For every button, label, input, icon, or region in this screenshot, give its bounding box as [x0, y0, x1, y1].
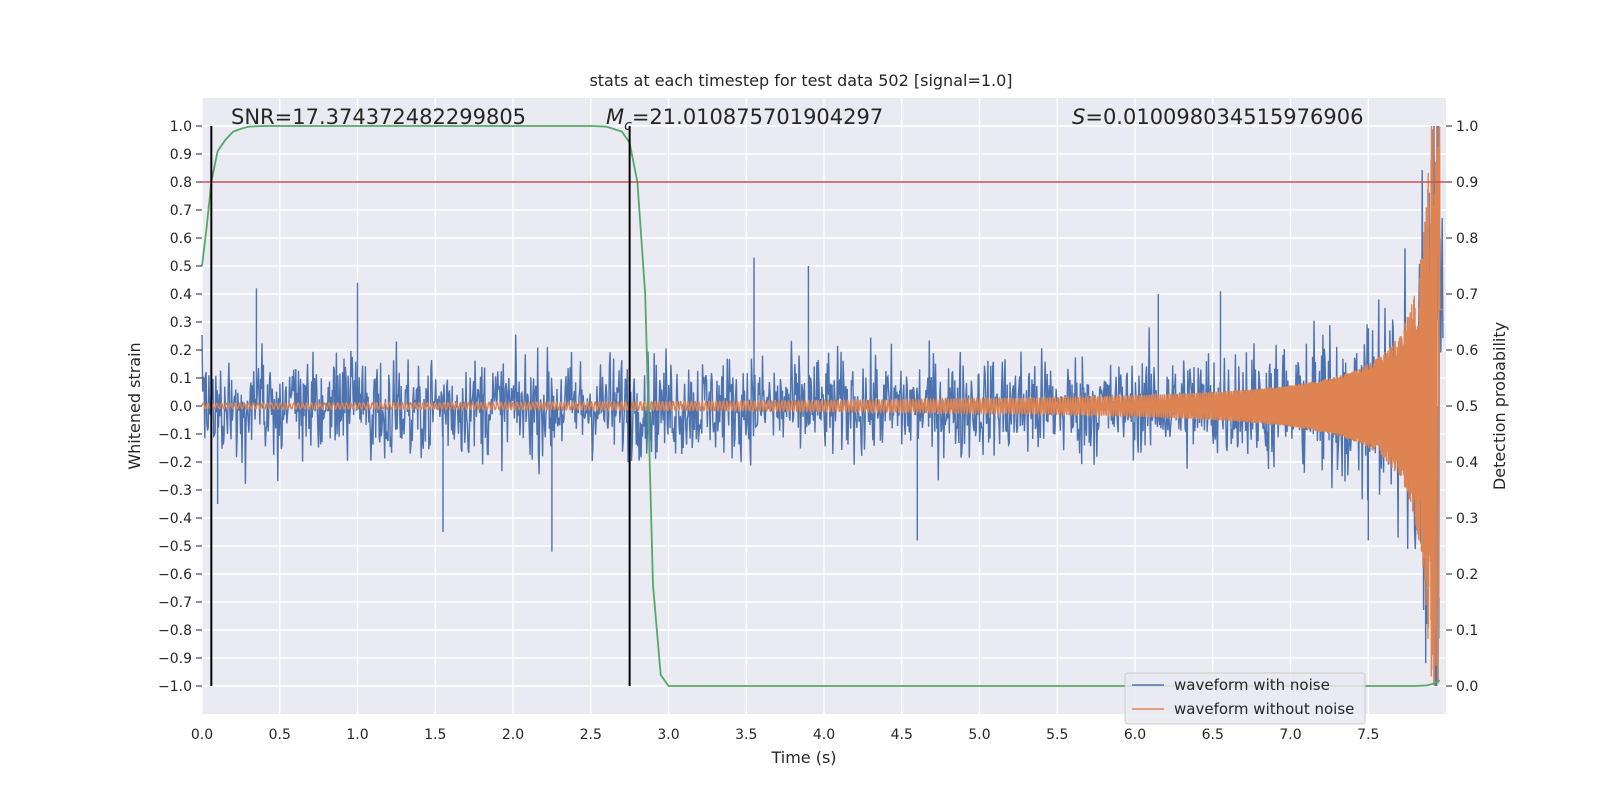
legend-label-clean: waveform without noise: [1174, 700, 1354, 718]
y2-tick-label: 0.1: [1456, 623, 1478, 639]
x-axis-label: Time (s): [770, 748, 836, 767]
y-tick-label: −0.6: [158, 567, 192, 583]
legend-box: [1124, 672, 1366, 725]
clean-line: [201, 125, 1443, 687]
y-tick-label: 0.2: [170, 343, 192, 359]
chirp-mass-value: =21.010875701904297: [632, 105, 883, 129]
y-tick-label: −0.7: [158, 595, 192, 611]
y-tick-label: 0.4: [170, 287, 192, 303]
y-tick-label: 0.0: [170, 399, 192, 415]
y-tick-label: −0.8: [158, 623, 192, 639]
y2-axis-label: Detection probability: [1490, 322, 1509, 490]
x-tick-label: 0.0: [191, 727, 213, 743]
legend-label-noise: waveform with noise: [1174, 676, 1330, 694]
y-tick-label: −0.3: [158, 483, 192, 499]
s-value: =0.010098034515976906: [1085, 105, 1363, 129]
y-tick-label: −1.0: [158, 679, 192, 695]
x-tick-label: 2.0: [502, 727, 524, 743]
y-tick-label: 0.6: [170, 231, 192, 247]
x-tick-label: 3.5: [735, 727, 757, 743]
y2-tick-label: 0.5: [1456, 399, 1478, 415]
y2-tick-label: 0.3: [1456, 511, 1478, 527]
legend: waveform with noise waveform without noi…: [1124, 672, 1366, 725]
y2-tick-label: 1.0: [1456, 119, 1478, 135]
s-symbol: S: [1072, 105, 1085, 129]
waveform-without-noise-series: [201, 125, 1443, 687]
y-tick-label: −0.5: [158, 539, 192, 555]
x-tick-label: 1.5: [424, 727, 446, 743]
y2-tick-label: 0.9: [1456, 175, 1478, 191]
x-tick-label: 3.0: [657, 727, 679, 743]
x-tick-label: 4.5: [891, 727, 913, 743]
y-tick-label: −0.4: [158, 511, 192, 527]
y2-tick-label: 0.8: [1456, 231, 1478, 247]
y-tick-label: 1.0: [170, 119, 192, 135]
chirp-mass-annotation: Mc=21.010875701904297: [606, 105, 883, 134]
y-tick-label: 0.8: [170, 175, 192, 191]
x-tick-label: 5.0: [968, 727, 990, 743]
x-tick-label: 0.5: [269, 727, 291, 743]
x-tick-label: 1.0: [346, 727, 368, 743]
y-tick-label: −0.1: [158, 427, 192, 443]
y-tick-label: 0.7: [170, 203, 192, 219]
y-tick-label: 0.1: [170, 371, 192, 387]
y-tick-label: −0.9: [158, 651, 192, 667]
s-annotation: S=0.010098034515976906: [1072, 105, 1363, 129]
tick-labels: 0.0 0.5 1.0 1.5 2.0 2.5 3.0 3.5 4.0 4.5 5.0 5.5 6.0 6…: [158, 119, 1478, 743]
x-tick-label: 5.5: [1046, 727, 1068, 743]
chart-title: stats at each timestep for test data 502…: [589, 71, 1012, 90]
y2-tick-label: 0.6: [1456, 343, 1478, 359]
x-tick-label: 2.5: [580, 727, 602, 743]
y2-tick-label: 0.2: [1456, 567, 1478, 583]
x-tick-label: 4.0: [813, 727, 835, 743]
y2-tick-label: 0.4: [1456, 455, 1478, 471]
y-tick-label: 0.5: [170, 259, 192, 275]
y-axis-label: Whitened strain: [125, 342, 144, 469]
reference-lines: [202, 126, 1446, 686]
x-tick-label: 7.0: [1279, 727, 1301, 743]
y-tick-label: −0.2: [158, 455, 192, 471]
y-tick-label: 0.9: [170, 147, 192, 163]
x-tick-label: 6.0: [1124, 727, 1146, 743]
snr-annotation: SNR=17.374372482299805: [231, 105, 526, 129]
y-tick-label: 0.3: [170, 315, 192, 331]
x-tick-label: 6.5: [1202, 727, 1224, 743]
y2-tick-label: 0.0: [1456, 679, 1478, 695]
chirp-mass-subscript: c: [624, 118, 632, 134]
chirp-mass-symbol: M: [606, 105, 624, 129]
y2-tick-label: 0.7: [1456, 287, 1478, 303]
x-tick-label: 7.5: [1357, 727, 1379, 743]
